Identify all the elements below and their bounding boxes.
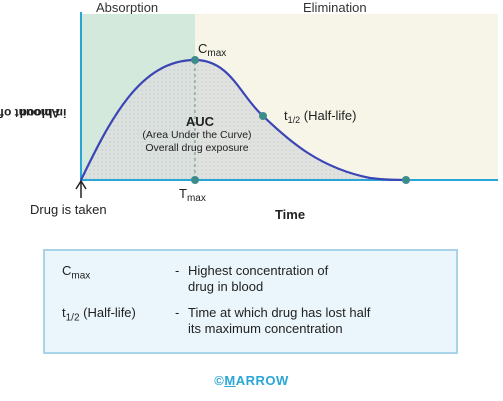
half-life-label: t1/2 (Half-life) <box>284 108 356 125</box>
legend-dash: - <box>175 305 180 320</box>
elimination-phase-label: Elimination <box>303 0 367 15</box>
cmax-dot <box>191 56 199 64</box>
tmax-label: Tmax <box>179 186 206 204</box>
cmax-label: Cmax <box>198 41 226 59</box>
auc-description-line2: Overall drug exposure <box>145 142 248 154</box>
auc-title: AUC <box>186 114 215 129</box>
legend-dash: - <box>175 263 180 278</box>
half-life-dot <box>259 112 267 120</box>
concentration-curve <box>80 58 407 182</box>
legend-term-cmax: Cmax <box>62 263 91 282</box>
absorption-phase-label: Absorption <box>96 0 159 15</box>
drug-taken-arrowhead <box>75 179 87 190</box>
legend-description-half-life: Time at which drug has lost half its maxi… <box>188 305 371 336</box>
auc-shaded-area <box>81 60 406 180</box>
legend-term-half-life: t1/2 (Half-life) <box>62 305 136 324</box>
elimination-end-dot <box>402 176 410 184</box>
x-axis-label: Time <box>275 207 305 222</box>
tmax-dot <box>191 176 199 184</box>
legend-box: Cmax - Highest concentration of drug in b… <box>43 249 458 354</box>
auc-description-line1: (Area Under the Curve) <box>142 129 251 141</box>
legend-description-cmax: Highest concentration of drug in blood <box>188 263 329 294</box>
drug-taken-label: Drug is taken <box>30 202 107 217</box>
copyright-brand: ©MARROW <box>214 373 289 388</box>
